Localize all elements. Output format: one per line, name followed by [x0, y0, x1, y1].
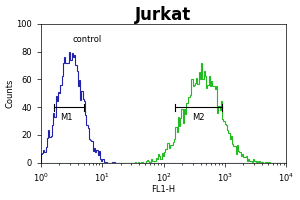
Text: M1: M1 — [60, 113, 72, 122]
Text: M2: M2 — [192, 113, 205, 122]
Title: Jurkat: Jurkat — [135, 6, 192, 24]
Y-axis label: Counts: Counts — [6, 78, 15, 108]
Text: control: control — [73, 35, 102, 44]
X-axis label: FL1-H: FL1-H — [152, 185, 176, 194]
